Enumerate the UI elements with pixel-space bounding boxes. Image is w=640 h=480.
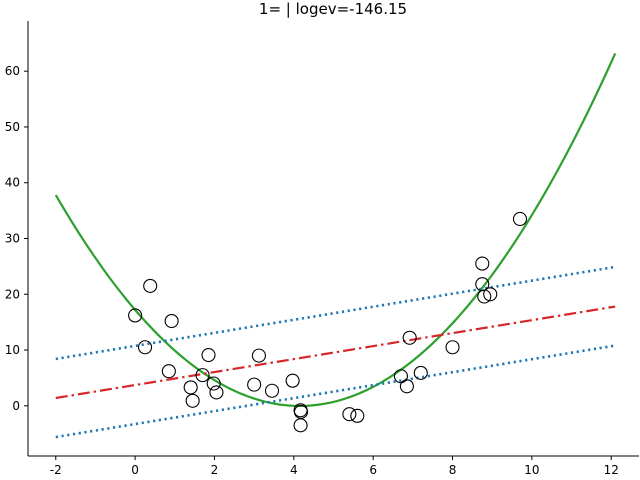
data-point [475, 256, 490, 271]
series-line-1 [54, 53, 617, 408]
series-line-2 [55, 305, 616, 400]
data-point [251, 348, 266, 363]
y-ticks: 0 10 20 30 40 50 60 [5, 64, 28, 413]
data-point [512, 211, 528, 227]
x-tick-label: 2 [211, 463, 219, 477]
y-tick-label: 30 [5, 232, 20, 246]
y-tick-label: 10 [5, 343, 20, 357]
data-point [195, 368, 210, 383]
data-point [399, 379, 414, 394]
data-point [285, 373, 300, 388]
x-tick-label: 4 [290, 463, 298, 477]
data-point [293, 418, 308, 433]
data-point [137, 340, 153, 355]
lines-layer [54, 53, 617, 439]
data-point [264, 383, 280, 398]
data-point [128, 308, 143, 323]
data-point [402, 330, 417, 345]
x-tick-label: 12 [604, 463, 619, 477]
x-tick-label: 10 [524, 463, 539, 477]
data-point [164, 313, 179, 329]
y-tick-label: 0 [12, 399, 20, 413]
data-point [201, 348, 216, 363]
chart-title: 1= | logev=-146.15 [259, 0, 407, 18]
x-ticks: -2 0 2 4 6 8 10 12 [50, 456, 619, 477]
x-tick-label: 6 [369, 463, 377, 477]
data-point [206, 376, 221, 391]
x-tick-label: -2 [50, 463, 62, 477]
data-point [247, 377, 262, 392]
data-point [143, 278, 158, 293]
data-point [445, 340, 460, 355]
x-tick-label: 0 [131, 463, 139, 477]
data-point [483, 287, 498, 302]
points-layer [128, 211, 528, 433]
y-tick-label: 40 [5, 176, 20, 190]
series-line-3 [55, 265, 616, 361]
series-line-4 [55, 344, 616, 439]
data-point [342, 407, 357, 422]
data-point [161, 364, 176, 379]
data-point [477, 289, 492, 304]
data-point [413, 365, 428, 380]
y-tick-label: 50 [5, 120, 20, 134]
data-point [183, 380, 198, 395]
y-tick-label: 20 [5, 287, 20, 301]
data-point [209, 385, 224, 400]
data-point [185, 393, 200, 408]
data-point [350, 408, 365, 423]
x-tick-label: 8 [449, 463, 457, 477]
y-tick-label: 60 [5, 64, 20, 78]
